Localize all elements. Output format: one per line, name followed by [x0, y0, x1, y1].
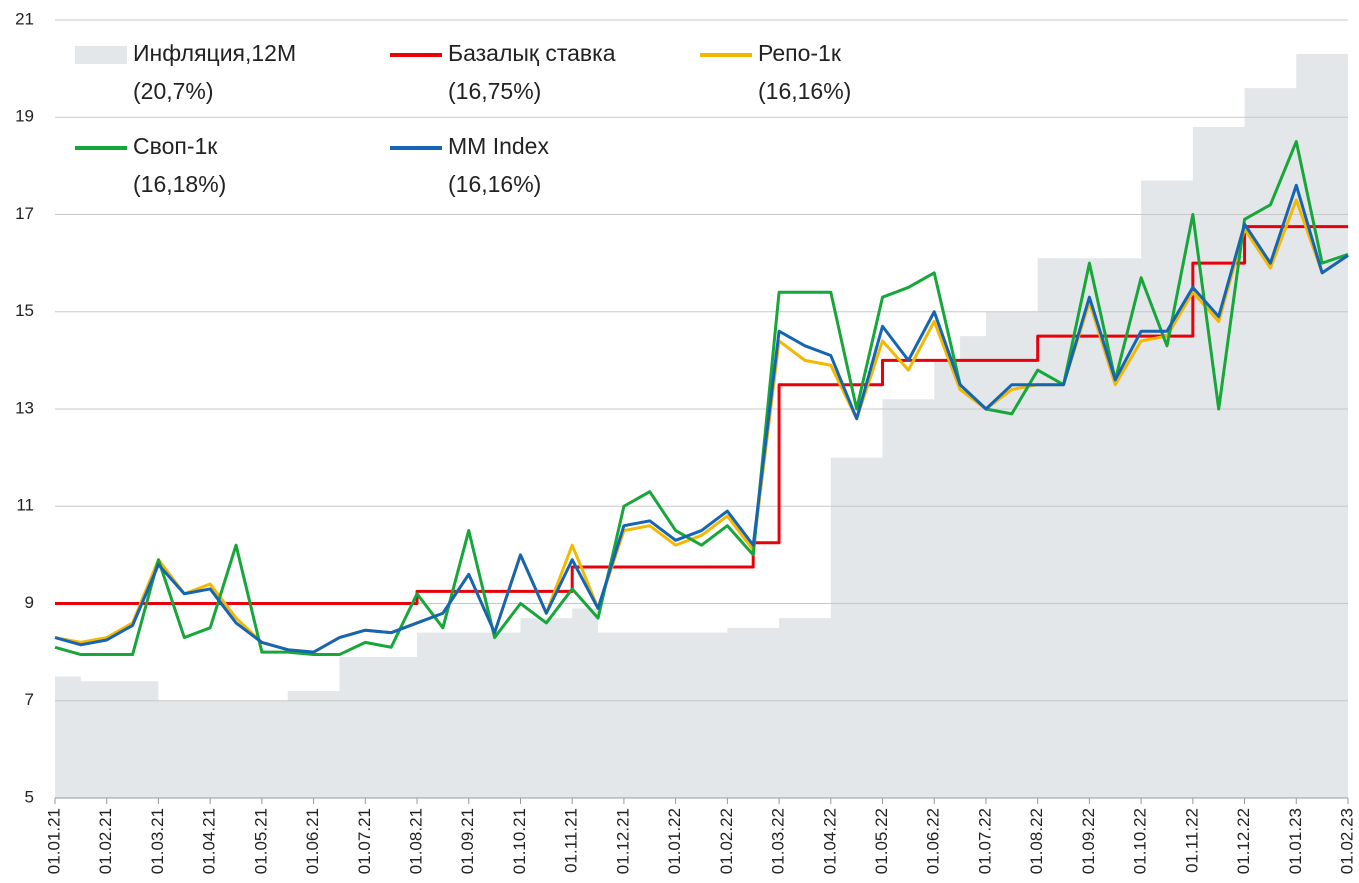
x-tick-label: 01.09.22: [1079, 808, 1098, 874]
y-tick-label: 17: [15, 204, 34, 223]
y-tick-label: 11: [16, 496, 34, 515]
x-tick-label: 01.11.21: [562, 808, 581, 873]
x-tick-label: 01.12.21: [613, 808, 632, 874]
y-tick-label: 19: [15, 107, 34, 126]
series-line: [54, 140, 1349, 657]
x-tick-label: 01.04.22: [820, 808, 839, 874]
x-tick-label: 01.02.23: [1337, 808, 1356, 874]
x-tick-label: 01.01.23: [1286, 808, 1305, 874]
x-tick-label: 01.09.21: [458, 808, 477, 874]
legend-value: (16,16%): [758, 78, 851, 104]
x-tick-label: 01.06.21: [303, 808, 322, 874]
legend-label: Базалық ставка: [448, 40, 616, 66]
x-tick-label: 01.10.21: [510, 808, 529, 874]
legend-value: (16,18%): [133, 171, 226, 197]
x-tick-label: 01.08.21: [407, 808, 426, 874]
legend-value: (16,75%): [448, 78, 541, 104]
series-line: [54, 183, 1349, 654]
x-tick-label: 01.02.22: [717, 808, 736, 874]
x-tick-label: 01.01.21: [44, 808, 63, 874]
legend-swatch: [75, 46, 127, 64]
x-tick-label: 01.11.22: [1182, 808, 1201, 873]
x-tick-label: 01.02.21: [96, 808, 115, 874]
legend-value: (20,7%): [133, 78, 214, 104]
x-tick-label: 01.03.22: [769, 808, 788, 874]
x-tick-label: 01.12.22: [1234, 808, 1253, 874]
x-tick-label: 01.08.22: [1027, 808, 1046, 874]
legend-label: MM Index: [448, 133, 549, 159]
inflation-area: [55, 54, 1348, 799]
x-tick-label: 01.07.22: [975, 808, 994, 874]
x-tick-label: 01.04.21: [200, 808, 219, 874]
x-tick-label: 01.10.22: [1131, 808, 1150, 874]
x-tick-label: 01.06.22: [924, 808, 943, 874]
y-tick-label: 15: [15, 301, 34, 320]
x-tick-label: 01.01.22: [665, 808, 684, 874]
x-tick-label: 01.07.21: [355, 808, 374, 874]
legend-label: Своп-1к: [133, 133, 218, 159]
y-tick-label: 9: [25, 593, 34, 612]
x-tick-label: 01.05.21: [251, 808, 270, 874]
y-tick-label: 5: [25, 787, 34, 806]
step-line: [55, 225, 1348, 605]
y-tick-label: 21: [15, 9, 34, 28]
legend-label: Инфляция,12M: [133, 40, 296, 66]
x-tick-label: 01.05.22: [872, 808, 891, 874]
y-tick-label: 13: [15, 398, 34, 417]
x-tick-label: 01.03.21: [148, 808, 167, 874]
legend-value: (16,16%): [448, 171, 541, 197]
y-tick-label: 7: [25, 690, 34, 709]
legend-label: Репо-1к: [758, 40, 842, 66]
